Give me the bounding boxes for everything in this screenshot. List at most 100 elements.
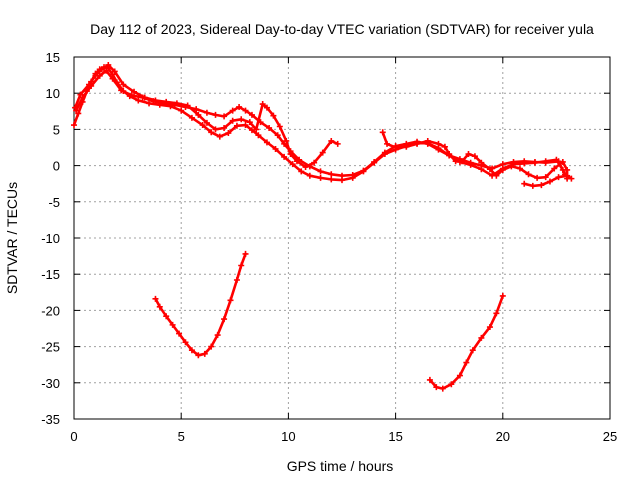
data-point-marker (212, 126, 219, 133)
data-point-marker (538, 182, 545, 189)
data-point-marker (311, 159, 318, 166)
data-series (71, 61, 575, 392)
data-point-marker (448, 381, 455, 388)
chart-title: Day 112 of 2023, Sidereal Day-to-day VTE… (90, 21, 594, 37)
data-point-marker (255, 132, 262, 139)
data-point-marker (493, 310, 500, 317)
data-point-marker (71, 122, 77, 129)
data-point-marker (433, 384, 440, 391)
series-track-6 (152, 250, 249, 359)
data-point-marker (499, 161, 506, 168)
data-point-marker (229, 107, 236, 114)
data-point-marker (141, 94, 148, 101)
data-point-marker (531, 158, 538, 165)
data-point-marker (510, 158, 517, 165)
data-point-marker (371, 158, 378, 165)
data-point-marker (225, 130, 232, 137)
data-point-marker (203, 109, 210, 116)
data-point-marker (248, 111, 255, 118)
data-point-marker (272, 145, 279, 152)
data-point-marker (195, 352, 202, 359)
data-point-marker (302, 164, 309, 171)
data-point-marker (259, 101, 266, 108)
data-point-marker (424, 137, 431, 144)
data-point-marker (516, 165, 523, 172)
data-point-marker (499, 292, 506, 299)
y-tick-label: -20 (41, 303, 60, 318)
data-point-marker (334, 140, 341, 147)
data-point-marker (188, 347, 195, 354)
x-tick-label: 15 (388, 429, 402, 444)
data-point-marker (238, 262, 245, 269)
data-point-marker (441, 143, 448, 150)
data-point-marker (276, 123, 283, 130)
data-point-marker (120, 81, 127, 88)
data-point-marker (263, 104, 270, 111)
data-point-marker (229, 117, 236, 124)
data-point-marker (212, 111, 219, 118)
data-point-marker (253, 126, 260, 133)
data-point-marker (128, 92, 135, 99)
data-point-marker (188, 114, 195, 121)
y-tick-label: -15 (41, 267, 60, 282)
data-point-marker (208, 129, 215, 136)
series-track-4 (379, 129, 571, 182)
data-point-marker (521, 180, 528, 187)
x-tick-label: 10 (281, 429, 295, 444)
data-point-marker (459, 158, 466, 165)
data-point-marker (221, 113, 228, 120)
data-point-marker (414, 140, 421, 147)
series-track-2 (73, 67, 568, 179)
data-point-marker (360, 167, 367, 174)
data-point-marker (435, 140, 442, 147)
data-point-marker (499, 166, 506, 173)
data-point-marker (242, 250, 249, 257)
y-tick-label: -10 (41, 231, 60, 246)
axis-ticks: 0 5 10 15 20 25 15 10 5 0 -5 -10 -15 -20 -25 -30 -35 (41, 50, 617, 444)
series-line (73, 63, 340, 169)
data-point-marker (169, 321, 176, 328)
data-point-marker (319, 149, 326, 156)
data-point-marker (242, 122, 249, 129)
data-point-marker (493, 172, 500, 179)
data-point-marker (546, 178, 553, 185)
data-point-marker (233, 276, 240, 283)
data-point-marker (486, 166, 493, 173)
data-point-marker (109, 75, 116, 82)
data-point-marker (246, 119, 253, 126)
y-tick-label: -5 (48, 195, 60, 210)
data-point-marker (486, 324, 493, 331)
data-point-marker (98, 66, 105, 73)
data-point-marker (103, 67, 110, 74)
data-point-marker (456, 372, 463, 379)
data-point-marker (156, 303, 163, 310)
data-point-marker (384, 140, 391, 147)
data-point-marker (467, 159, 474, 166)
data-point-marker (551, 165, 558, 172)
data-point-marker (266, 124, 273, 131)
data-point-marker (534, 174, 541, 181)
series-line (428, 294, 505, 390)
data-point-marker (478, 334, 485, 341)
series-track-3 (72, 61, 341, 171)
grid-lines (74, 57, 610, 419)
data-point-marker (208, 343, 215, 350)
data-point-marker (379, 129, 386, 136)
data-point-marker (508, 163, 515, 170)
data-point-marker (478, 159, 485, 166)
data-point-marker (349, 172, 356, 179)
data-point-marker (242, 107, 249, 114)
data-point-marker (281, 153, 288, 160)
series-track-5 (521, 172, 575, 189)
x-tick-label: 25 (603, 429, 617, 444)
data-point-marker (73, 107, 80, 114)
data-point-marker (184, 102, 191, 109)
data-point-marker (178, 107, 185, 114)
data-point-marker (105, 61, 112, 68)
data-point-marker (111, 68, 118, 75)
data-point-marker (193, 106, 200, 113)
data-point-marker (152, 295, 159, 302)
data-point-marker (146, 100, 153, 107)
data-point-marker (525, 171, 532, 178)
data-point-marker (233, 122, 240, 129)
